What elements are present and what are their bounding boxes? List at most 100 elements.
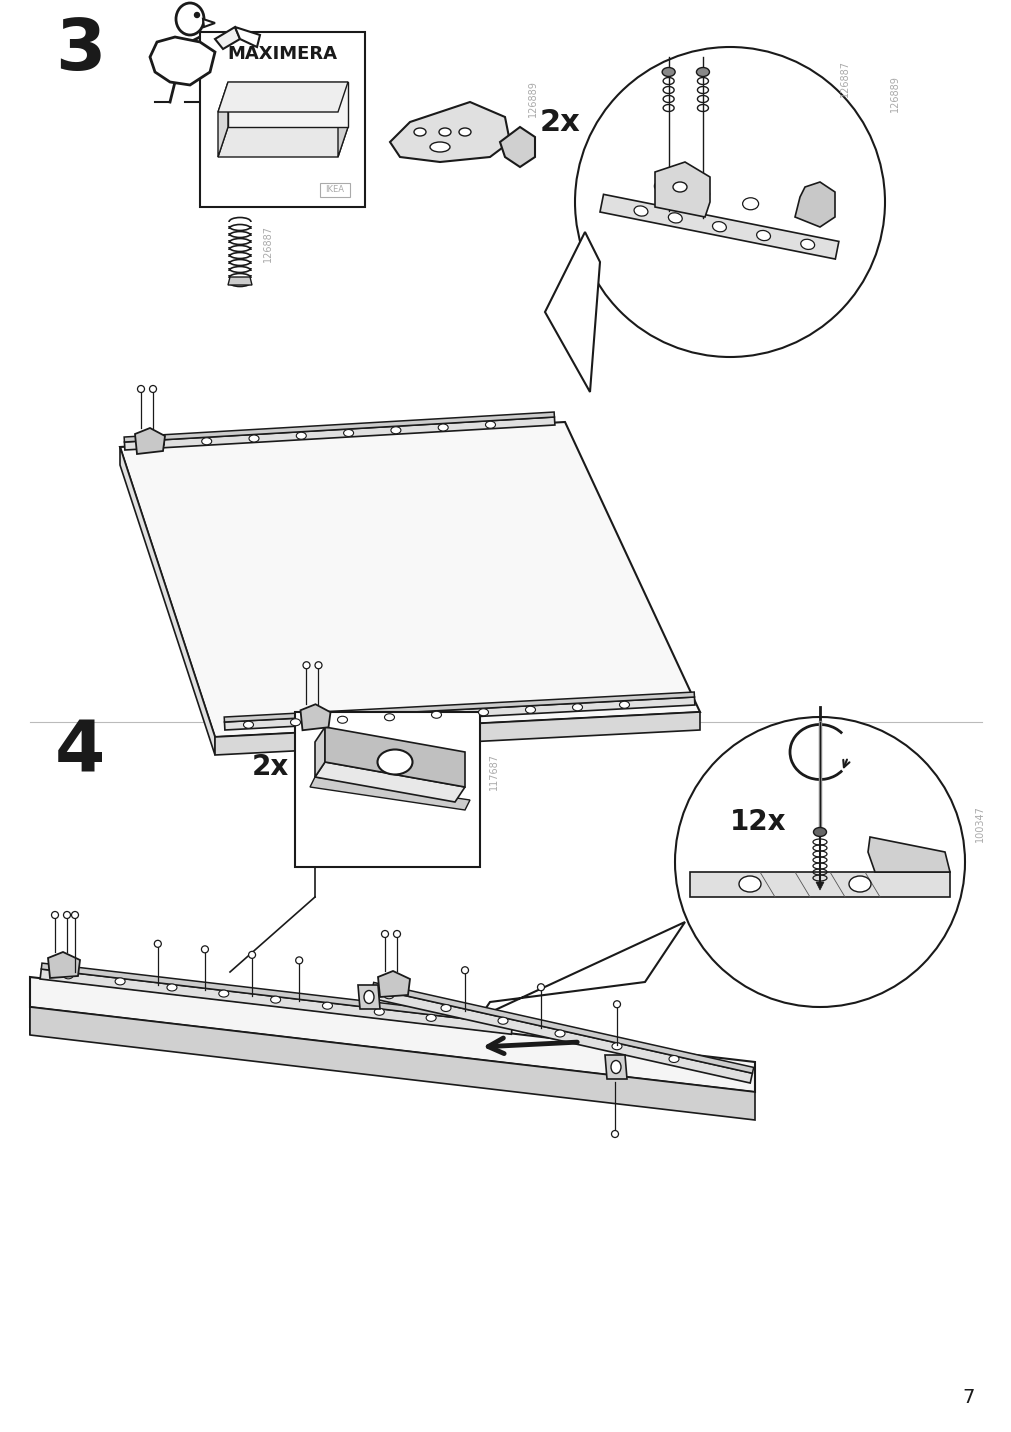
Ellipse shape bbox=[64, 972, 73, 979]
Circle shape bbox=[150, 385, 157, 392]
Ellipse shape bbox=[337, 716, 347, 723]
Ellipse shape bbox=[323, 1002, 333, 1010]
Text: 3: 3 bbox=[55, 16, 105, 84]
Polygon shape bbox=[227, 82, 348, 127]
Circle shape bbox=[302, 662, 309, 669]
Circle shape bbox=[537, 984, 544, 991]
Polygon shape bbox=[134, 428, 165, 454]
Polygon shape bbox=[690, 872, 949, 896]
Ellipse shape bbox=[155, 441, 164, 448]
Circle shape bbox=[137, 385, 145, 392]
Ellipse shape bbox=[667, 213, 681, 223]
Polygon shape bbox=[372, 982, 753, 1073]
Text: 126887: 126887 bbox=[263, 225, 273, 262]
Circle shape bbox=[393, 931, 400, 938]
Polygon shape bbox=[217, 82, 227, 158]
Ellipse shape bbox=[201, 438, 211, 445]
Polygon shape bbox=[224, 697, 695, 730]
Polygon shape bbox=[600, 195, 838, 259]
Circle shape bbox=[381, 931, 388, 938]
Bar bbox=[200, 32, 365, 208]
Polygon shape bbox=[795, 182, 834, 228]
Bar bbox=[295, 712, 479, 866]
Polygon shape bbox=[40, 969, 512, 1034]
Polygon shape bbox=[370, 988, 751, 1083]
Ellipse shape bbox=[813, 828, 826, 836]
Ellipse shape bbox=[296, 432, 306, 440]
Text: 2x: 2x bbox=[540, 107, 580, 136]
Ellipse shape bbox=[668, 1055, 678, 1063]
Polygon shape bbox=[124, 412, 554, 442]
Polygon shape bbox=[309, 778, 469, 811]
Polygon shape bbox=[227, 276, 252, 285]
Polygon shape bbox=[358, 985, 379, 1010]
Ellipse shape bbox=[430, 142, 450, 152]
Circle shape bbox=[194, 13, 199, 17]
Ellipse shape bbox=[459, 127, 470, 136]
Polygon shape bbox=[654, 162, 710, 218]
Ellipse shape bbox=[619, 702, 629, 709]
Ellipse shape bbox=[800, 239, 814, 249]
Ellipse shape bbox=[218, 990, 228, 997]
Ellipse shape bbox=[115, 978, 125, 985]
Ellipse shape bbox=[413, 127, 426, 136]
Circle shape bbox=[201, 947, 208, 952]
Ellipse shape bbox=[612, 1042, 622, 1050]
Polygon shape bbox=[867, 836, 949, 872]
Polygon shape bbox=[325, 727, 464, 788]
Text: 7: 7 bbox=[961, 1388, 974, 1408]
Polygon shape bbox=[300, 705, 331, 730]
Polygon shape bbox=[150, 37, 214, 84]
Polygon shape bbox=[224, 692, 694, 722]
Ellipse shape bbox=[384, 713, 394, 720]
Text: IKEA: IKEA bbox=[326, 185, 344, 193]
Ellipse shape bbox=[438, 424, 448, 431]
Ellipse shape bbox=[390, 427, 400, 434]
Polygon shape bbox=[124, 417, 554, 450]
Text: MAXIMERA: MAXIMERA bbox=[227, 44, 337, 63]
Polygon shape bbox=[479, 922, 684, 1017]
Ellipse shape bbox=[290, 719, 300, 726]
Ellipse shape bbox=[383, 992, 393, 998]
Ellipse shape bbox=[244, 722, 253, 729]
Circle shape bbox=[613, 1001, 620, 1008]
Text: 4: 4 bbox=[55, 717, 105, 786]
Circle shape bbox=[154, 941, 161, 948]
Polygon shape bbox=[815, 882, 823, 891]
Ellipse shape bbox=[672, 182, 686, 192]
Ellipse shape bbox=[554, 1030, 564, 1037]
Polygon shape bbox=[605, 1055, 627, 1078]
Ellipse shape bbox=[497, 1017, 508, 1024]
Polygon shape bbox=[48, 952, 80, 978]
Circle shape bbox=[611, 1130, 618, 1137]
Text: 126887: 126887 bbox=[839, 60, 849, 97]
Polygon shape bbox=[217, 127, 348, 158]
Ellipse shape bbox=[654, 180, 669, 192]
Polygon shape bbox=[235, 27, 260, 47]
Text: 126889: 126889 bbox=[528, 80, 538, 117]
Circle shape bbox=[64, 912, 71, 918]
Ellipse shape bbox=[485, 421, 495, 428]
Circle shape bbox=[52, 912, 59, 918]
Circle shape bbox=[314, 662, 321, 669]
Ellipse shape bbox=[712, 222, 726, 232]
Polygon shape bbox=[214, 27, 240, 49]
Text: 117687: 117687 bbox=[488, 753, 498, 790]
Ellipse shape bbox=[696, 67, 709, 76]
Polygon shape bbox=[214, 712, 700, 755]
Ellipse shape bbox=[478, 709, 488, 716]
Circle shape bbox=[674, 717, 964, 1007]
Polygon shape bbox=[30, 1007, 754, 1120]
Ellipse shape bbox=[270, 997, 280, 1004]
Ellipse shape bbox=[374, 1008, 384, 1015]
Ellipse shape bbox=[661, 67, 674, 76]
Text: 126889: 126889 bbox=[889, 74, 899, 112]
Ellipse shape bbox=[611, 1061, 621, 1074]
Ellipse shape bbox=[364, 991, 374, 1004]
Polygon shape bbox=[203, 19, 214, 27]
Ellipse shape bbox=[525, 706, 535, 713]
Ellipse shape bbox=[377, 749, 412, 775]
Ellipse shape bbox=[634, 206, 647, 216]
Polygon shape bbox=[41, 964, 513, 1024]
Ellipse shape bbox=[738, 876, 760, 892]
